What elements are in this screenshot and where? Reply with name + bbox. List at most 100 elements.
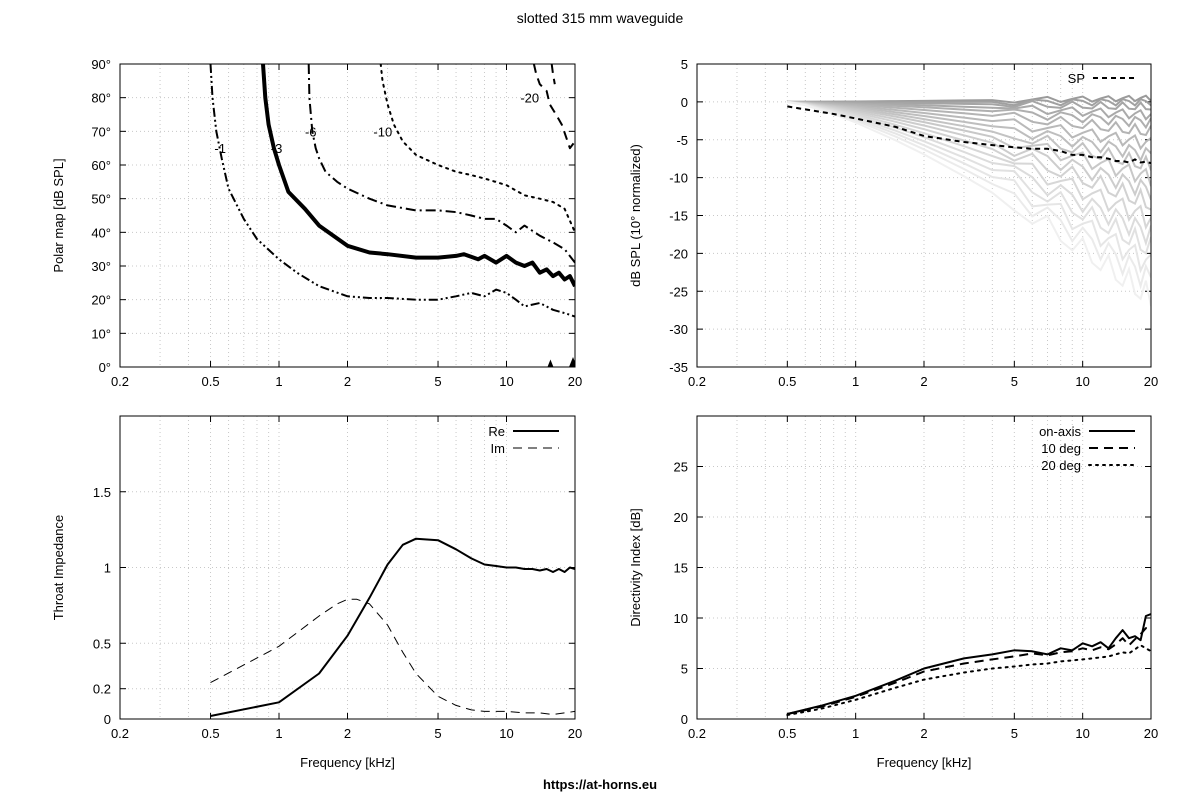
y-tick-label: 0 (104, 712, 111, 727)
contour-label: -6 (305, 124, 317, 139)
y-axis-label: Throat Impedance (51, 515, 66, 621)
plot-frame (696, 63, 1152, 368)
off-axis-curve (787, 100, 1151, 163)
y-tick-label: 20° (91, 293, 111, 308)
y-tick-label: 5 (681, 57, 688, 72)
off-axis-curve (787, 100, 1151, 187)
panel-spl: 0.2 0.5 1 2 5 10 20 -35 -30 -25 -20 -15 -10 -5 0 5 dB SP… (628, 57, 1158, 389)
legend-label: Im (491, 441, 505, 456)
off-axis-curve (787, 100, 1151, 151)
y-axis-label: dB SPL (10° normalized) (628, 144, 643, 287)
y-tick-label: -35 (669, 360, 688, 375)
x-tick-label: 0.5 (201, 374, 219, 389)
series-Im-line (210, 598, 575, 715)
y-axis-label: Polar map [dB SPL] (51, 158, 66, 272)
x-tick-label: 10 (1075, 726, 1089, 741)
y-tick-label: -30 (669, 322, 688, 337)
series-Re-line (210, 537, 575, 717)
legend-label: 10 deg (1041, 441, 1081, 456)
series-3-line (261, 64, 575, 288)
contour-label: -3 (271, 141, 283, 156)
off-axis-curve (787, 100, 1151, 201)
x-tick-label: 2 (920, 374, 927, 389)
x-tick-label: 10 (499, 726, 513, 741)
off-axis-curve (787, 100, 1151, 274)
plot-frame (119, 415, 576, 720)
off-axis-curve (787, 100, 1151, 130)
y-tick-label: -5 (676, 133, 688, 148)
figure-footer: https://at-horns.eu (543, 777, 657, 792)
y-tick-label: 80° (91, 91, 111, 106)
y-tick-label: 25 (674, 460, 688, 475)
series-20deg-line (786, 644, 1151, 716)
series-10-line (379, 64, 575, 234)
y-tick-label: 0° (99, 360, 111, 375)
plot-area (786, 613, 1151, 716)
y-tick-label: 50° (91, 192, 111, 207)
plot-area (787, 94, 1151, 307)
y-tick-label: -20 (669, 246, 688, 261)
x-tick-label: 0.5 (778, 726, 796, 741)
x-tick-label: 10 (499, 374, 513, 389)
x-tick-label: 20 (1144, 726, 1158, 741)
series-onaxis-line (787, 613, 1151, 715)
x-tick-label: 1 (275, 374, 282, 389)
x-tick-label: 5 (434, 726, 441, 741)
plot-area (210, 537, 575, 717)
x-axis-label: Frequency [kHz] (300, 755, 395, 770)
legend-label-sp: SP (1068, 71, 1085, 86)
plot-frame (696, 415, 1152, 720)
y-tick-label: 0 (681, 712, 688, 727)
y-tick-label: 1 (104, 561, 111, 576)
off-axis-curve (787, 100, 1151, 211)
x-tick-label: 20 (1144, 374, 1158, 389)
contour-label: -20 (520, 91, 539, 106)
y-tick-label: 10 (674, 611, 688, 626)
series-20-line (532, 64, 575, 150)
x-tick-label: 20 (568, 726, 582, 741)
y-tick-label: 40° (91, 225, 111, 240)
sp-curve (787, 105, 1151, 165)
contour-label: -1 (214, 141, 226, 156)
x-tick-label: 0.2 (688, 726, 706, 741)
y-tick-label: 90° (91, 57, 111, 72)
y-tick-label: 0.5 (93, 636, 111, 651)
y-axis-label: Directivity Index [dB] (628, 508, 643, 627)
y-tick-label: -10 (669, 171, 688, 186)
x-tick-label: 1 (852, 374, 859, 389)
x-tick-label: 5 (434, 374, 441, 389)
plot-area (209, 64, 575, 367)
y-tick-label: 1.5 (93, 485, 111, 500)
contour-label: -10 (373, 124, 392, 139)
y-tick-label: 30° (91, 259, 111, 274)
x-tick-label: 0.2 (111, 374, 129, 389)
off-axis-curve (787, 100, 1151, 121)
figure-title: slotted 315 mm waveguide (517, 10, 684, 26)
y-tick-label: 15 (674, 561, 688, 576)
series-1-line (209, 64, 575, 318)
x-axis-label: Frequency [kHz] (877, 755, 972, 770)
x-tick-label: 2 (344, 374, 351, 389)
x-tick-label: 0.2 (688, 374, 706, 389)
contour-fragment (547, 359, 554, 367)
y-tick-label: 0.2 (93, 682, 111, 697)
legend-label: on-axis (1039, 424, 1081, 439)
x-tick-label: 2 (344, 726, 351, 741)
y-tick-label: 20 (674, 510, 688, 525)
off-axis-curve (787, 100, 1151, 307)
x-tick-label: 10 (1075, 374, 1089, 389)
x-tick-label: 0.5 (778, 374, 796, 389)
y-tick-label: -15 (669, 209, 688, 224)
x-tick-label: 0.5 (201, 726, 219, 741)
off-axis-curve (787, 100, 1151, 137)
y-tick-label: 60° (91, 158, 111, 173)
x-tick-label: 20 (568, 374, 582, 389)
series-20b-line (550, 64, 556, 85)
off-axis-curve (787, 100, 1151, 171)
contour-fragment (569, 357, 575, 367)
x-tick-label: 5 (1011, 374, 1018, 389)
series-10deg-line (787, 627, 1151, 715)
